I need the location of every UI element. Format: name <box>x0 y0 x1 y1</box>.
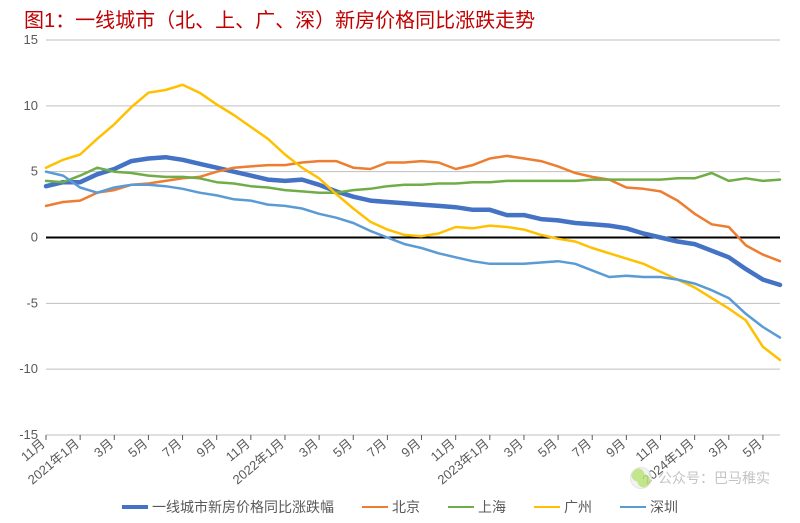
svg-text:5月: 5月 <box>330 436 355 460</box>
legend-swatch <box>122 505 148 509</box>
svg-text:15: 15 <box>24 32 38 47</box>
svg-text:0: 0 <box>31 230 38 245</box>
legend-label: 深圳 <box>650 497 678 517</box>
svg-text:9月: 9月 <box>193 436 218 460</box>
chart-legend: 一线城市新房价格同比涨跌幅 北京 上海 广州 深圳 <box>0 497 800 517</box>
svg-text:-5: -5 <box>26 295 38 310</box>
legend-swatch <box>448 506 474 508</box>
legend-swatch <box>534 506 560 508</box>
svg-text:3月: 3月 <box>501 436 526 460</box>
svg-text:3月: 3月 <box>296 436 321 460</box>
legend-item: 北京 <box>362 497 420 517</box>
svg-text:3月: 3月 <box>706 436 731 460</box>
svg-text:10: 10 <box>24 98 38 113</box>
svg-text:3月: 3月 <box>91 436 116 460</box>
legend-item: 上海 <box>448 497 506 517</box>
legend-item: 深圳 <box>620 497 678 517</box>
svg-text:7月: 7月 <box>569 436 594 460</box>
legend-label: 北京 <box>392 497 420 517</box>
svg-text:7月: 7月 <box>159 436 184 460</box>
svg-text:9月: 9月 <box>603 436 628 460</box>
legend-label: 上海 <box>478 497 506 517</box>
legend-item: 广州 <box>534 497 592 517</box>
svg-text:9月: 9月 <box>398 436 423 460</box>
svg-text:5月: 5月 <box>535 436 560 460</box>
line-chart-plot: -15-10-505101511月2021年1月3月5月7月9月11月2022年… <box>0 0 800 523</box>
legend-swatch <box>362 506 388 508</box>
legend-label: 一线城市新房价格同比涨跌幅 <box>152 497 334 517</box>
svg-text:7月: 7月 <box>364 436 389 460</box>
svg-text:-10: -10 <box>19 361 38 376</box>
svg-text:5月: 5月 <box>740 436 765 460</box>
svg-text:5: 5 <box>31 164 38 179</box>
legend-swatch <box>620 506 646 508</box>
legend-label: 广州 <box>564 497 592 517</box>
legend-item: 一线城市新房价格同比涨跌幅 <box>122 497 334 517</box>
svg-text:5月: 5月 <box>125 436 150 460</box>
